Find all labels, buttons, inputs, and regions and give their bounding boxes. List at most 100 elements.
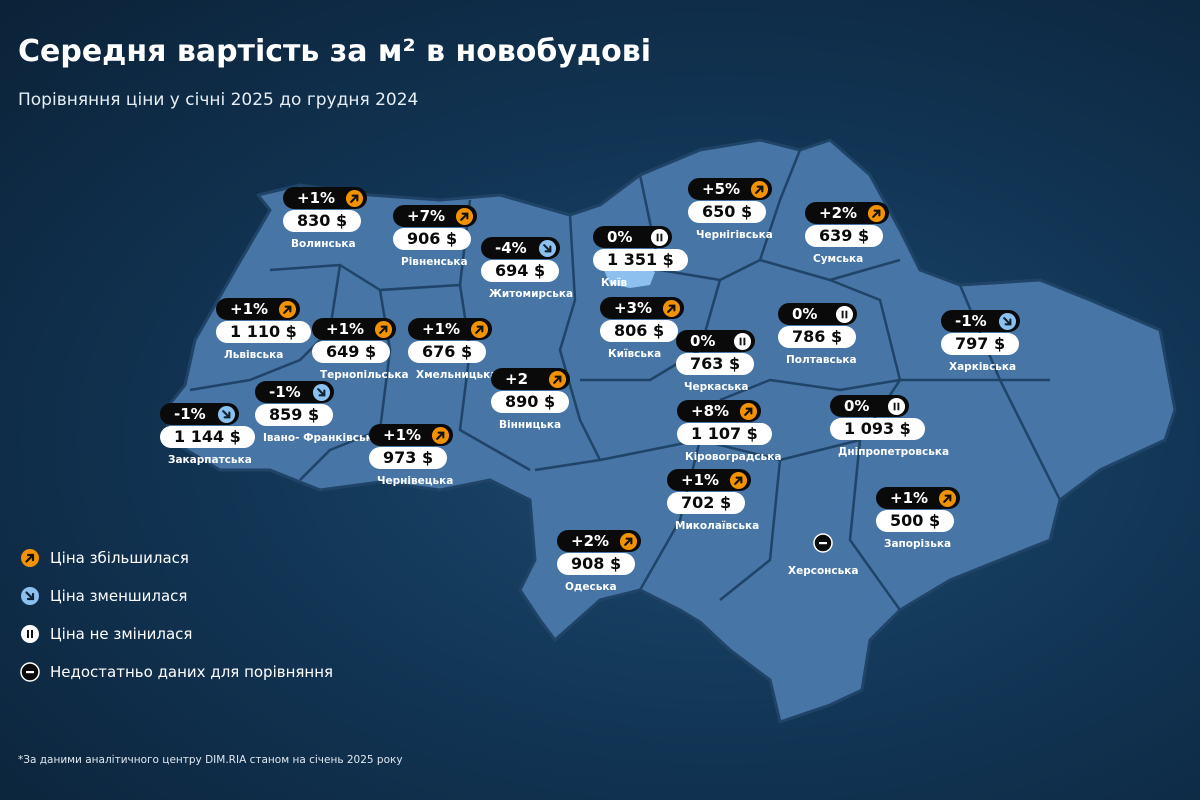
region-name: Полтавська (786, 354, 857, 366)
region-badge: 0% 1 093 $ Дніпропетровська (830, 395, 949, 458)
price: 908 $ (557, 553, 636, 575)
region-badge: -1% 859 $ Івано- Франківська (255, 381, 380, 444)
status-icon-up (345, 189, 364, 207)
price: 763 $ (676, 353, 755, 375)
region-name: Миколаївська (675, 520, 760, 532)
change: -4% (495, 239, 527, 257)
status-icon-up (662, 299, 681, 317)
change: +1% (326, 320, 365, 338)
status-icon-same (21, 625, 39, 643)
region-name: Тернопільська (320, 369, 409, 381)
region-name: Вінницька (499, 419, 562, 431)
change-pill: -1% (255, 381, 334, 403)
region-badge: +1% 649 $ Тернопільська (312, 318, 409, 381)
region-name: Чернівецька (377, 475, 454, 487)
change-pill: +1% (312, 318, 397, 340)
region-badge: +3% 806 $ Київська (600, 297, 685, 360)
price: 973 $ (369, 447, 448, 469)
region-badge: 0% 763 $ Черкаська (676, 330, 755, 393)
change-pill: -1% (160, 403, 239, 425)
ukraine-outline (163, 138, 1177, 724)
status-icon-up (21, 549, 39, 567)
legend-label: Ціна збільшилася (50, 549, 189, 567)
change-pill: +1% (667, 469, 752, 491)
region-badge: +2 890 $ Вінницька (491, 368, 570, 431)
status-icon-same (733, 332, 752, 350)
change: +3% (614, 299, 653, 317)
change: +1% (681, 471, 720, 489)
change: +1% (297, 189, 336, 207)
region-badge: -1% 1 144 $ Закарпатська (160, 403, 255, 466)
price: 1 093 $ (830, 418, 925, 440)
legend-label: Ціна зменшилася (50, 587, 188, 605)
status-icon-up (619, 532, 638, 550)
region-name: Запорізька (884, 538, 952, 550)
status-icon-up (867, 204, 886, 222)
status-icon-same (835, 305, 854, 323)
change-pill: +1% (408, 318, 493, 340)
change-pill: +1% (216, 298, 301, 320)
region-name: Черкаська (684, 381, 749, 393)
region-badge: +1% 830 $ Волинська (283, 187, 368, 250)
change-pill: +1% (876, 487, 961, 509)
price: 650 $ (688, 201, 767, 223)
region-badge: -4% 694 $ Житомирська (481, 237, 573, 300)
region-name: Одеська (565, 581, 617, 593)
price: 500 $ (876, 510, 955, 532)
region-name: Київська (608, 348, 662, 360)
region-badge: +1% 973 $ Чернівецька (369, 424, 453, 487)
change-pill: 0% (830, 395, 909, 417)
status-icon-up (750, 180, 769, 198)
legend-item: Ціна не змінилася (20, 624, 192, 644)
price: 797 $ (941, 333, 1020, 355)
change-pill: 0% (778, 303, 857, 325)
region-badge: +5% 650 $ Чернігівська (688, 178, 773, 241)
price: 830 $ (283, 210, 362, 232)
change-pill: +3% (600, 297, 685, 319)
change-pill: +2 (491, 368, 570, 390)
price: 1 107 $ (677, 423, 772, 445)
status-icon-none (20, 662, 40, 682)
status-icon-up (455, 207, 474, 225)
change-pill: 0% (676, 330, 755, 352)
change: +2% (819, 204, 858, 222)
change: 0% (844, 397, 870, 415)
status-icon-up (729, 471, 748, 489)
footnote: *За даними аналітичного центру DIM.RIA с… (18, 754, 403, 766)
region-badge: 0% 1 351 $ Київ (593, 226, 688, 289)
change-pill: +2% (557, 530, 642, 552)
status-icon-same (650, 228, 669, 246)
region-badge: +1% 1 110 $ Львівська (216, 298, 311, 361)
status-icon-up (431, 426, 450, 444)
region-name: Волинська (291, 238, 356, 250)
legend-label: Недостатньо даних для порівняння (50, 663, 334, 681)
price: 676 $ (408, 341, 487, 363)
change-pill: -4% (481, 237, 560, 259)
change: +2% (571, 532, 610, 550)
price: 702 $ (667, 492, 746, 514)
price: 890 $ (491, 391, 570, 413)
change: -1% (269, 383, 301, 401)
region-name: Івано- Франківська (263, 432, 380, 444)
legend-item: Ціна зменшилася (20, 586, 187, 606)
price: 1 110 $ (216, 321, 311, 343)
change-pill: +1% (283, 187, 368, 209)
region-badge: +2% 908 $ Одеська (557, 530, 642, 593)
price: 649 $ (312, 341, 391, 363)
change-pill: +7% (393, 205, 478, 227)
status-icon-down (21, 587, 39, 605)
price: 906 $ (393, 228, 472, 250)
status-icon-up (739, 402, 758, 420)
region-badge: +1% 702 $ Миколаївська (667, 469, 759, 532)
region-badge: 0% 786 $ Полтавська (778, 303, 857, 366)
change-pill: -1% (941, 310, 1020, 332)
region-badge: +1% 676 $ Хмельницька (408, 318, 497, 381)
change: +1% (230, 300, 269, 318)
status-icon-down (538, 239, 557, 257)
subtitle: Порівняння ціни у січні 2025 до грудня 2… (18, 90, 419, 110)
status-icon-up (470, 320, 489, 338)
change: 0% (607, 228, 633, 246)
region-name: Херсонська (788, 565, 859, 577)
region-badge: Херсонська (788, 533, 859, 577)
status-icon-down (312, 383, 331, 401)
